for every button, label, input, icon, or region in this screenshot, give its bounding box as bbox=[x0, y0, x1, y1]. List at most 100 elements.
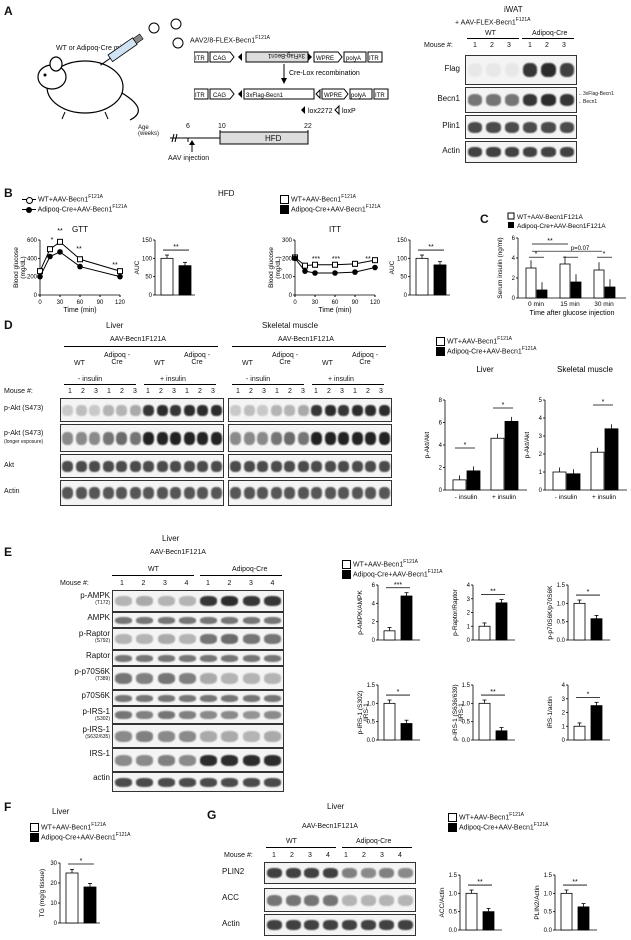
band bbox=[365, 431, 377, 445]
e-mouse-label: Mouse #: bbox=[60, 580, 89, 587]
tick-10: 10 bbox=[218, 123, 226, 130]
bar-cre bbox=[590, 705, 603, 741]
band bbox=[559, 94, 575, 106]
becn-annot: ←Becn1 bbox=[578, 99, 598, 105]
band bbox=[263, 596, 281, 606]
band bbox=[89, 487, 101, 499]
g-mouse-label: Mouse #: bbox=[224, 852, 253, 859]
band bbox=[285, 868, 301, 878]
y-tick-label: 50 bbox=[400, 275, 407, 281]
band bbox=[270, 487, 282, 499]
sig-star: *** bbox=[312, 256, 320, 263]
g-blot-strip bbox=[264, 862, 416, 884]
vector-name: AAV2/8-FLEX-Becn1F121A bbox=[190, 35, 270, 45]
band bbox=[183, 460, 195, 472]
sig-star: ** bbox=[477, 879, 483, 886]
band bbox=[221, 616, 239, 624]
y-axis-label: IRS-1/actin bbox=[547, 696, 554, 729]
band bbox=[157, 694, 175, 702]
d-group-wt: WT bbox=[242, 360, 253, 367]
y-tick-label: 4 bbox=[439, 443, 443, 449]
mouse-number: 1 bbox=[146, 388, 150, 395]
mouse-number: 3 bbox=[262, 388, 266, 395]
band bbox=[200, 730, 218, 742]
y-axis-label: Blood glucose bbox=[268, 247, 275, 288]
y-tick-label: 10 bbox=[50, 901, 57, 907]
mouse-number: 4 bbox=[326, 852, 330, 859]
y-axis-label: AUC bbox=[389, 260, 396, 274]
band bbox=[504, 147, 520, 157]
svg-text:ITR: ITR bbox=[375, 93, 385, 99]
e-row-label: p-p70S6K bbox=[74, 667, 110, 676]
band bbox=[115, 634, 133, 644]
mice-label: WT or Adipoq-Cre mice bbox=[56, 45, 129, 52]
band bbox=[486, 63, 501, 77]
x-tick-label: 30 min bbox=[594, 301, 614, 308]
x-tick-label: - insulin bbox=[455, 494, 478, 501]
band bbox=[178, 616, 196, 624]
iwat-group-wt: WT bbox=[485, 30, 496, 37]
y-tick-label: 1.0 bbox=[367, 701, 376, 707]
sig-star: * bbox=[535, 251, 538, 258]
y-tick-label: 0.5 bbox=[544, 910, 553, 916]
band bbox=[200, 711, 218, 719]
band bbox=[263, 730, 281, 742]
bar bbox=[570, 281, 582, 299]
y-tick-label: 0 bbox=[467, 638, 471, 644]
band bbox=[365, 487, 377, 499]
band bbox=[270, 404, 282, 416]
mouse-number: 2 bbox=[159, 388, 163, 395]
panel-d-charts: Liver 0 2 4 6 8 p-Akt/Akt - insulin + insulin * * S… bbox=[424, 365, 627, 501]
band bbox=[522, 63, 538, 77]
band bbox=[156, 404, 168, 416]
mouse-illustration bbox=[37, 18, 184, 121]
d-group-cre: Adipoq -Cre bbox=[271, 352, 299, 366]
bar-wt bbox=[383, 702, 396, 741]
bar-cre bbox=[590, 618, 603, 641]
svg-text:3xFlag-Becn1: 3xFlag-Becn1 bbox=[246, 93, 284, 99]
e-row-label: Raptor bbox=[85, 651, 110, 660]
band bbox=[263, 777, 281, 787]
d-blot-strip bbox=[60, 398, 224, 422]
y-axis-label: p-AMPK/AMPK bbox=[357, 590, 364, 635]
g-row-label: ACC bbox=[222, 893, 239, 902]
d-blot-strip bbox=[228, 424, 392, 452]
mouse-number: 4 bbox=[398, 852, 402, 859]
y-axis-label: p-p70S6K/p70S6K bbox=[547, 585, 554, 640]
mouse-number: 2 bbox=[366, 388, 370, 395]
band bbox=[243, 460, 255, 472]
band bbox=[257, 404, 269, 416]
band bbox=[129, 487, 141, 499]
mouse-number: 1 bbox=[68, 388, 72, 395]
band bbox=[379, 920, 395, 930]
panel-label-c: C bbox=[480, 212, 489, 226]
d-group-cre: Adipoq -Cre bbox=[103, 352, 131, 366]
y-tick-label: 0.0 bbox=[544, 928, 553, 934]
y-axis-label: /IRS-1 bbox=[363, 703, 370, 722]
x-tick-label: 30 bbox=[312, 300, 319, 306]
mouse-number: 1 bbox=[185, 388, 189, 395]
band bbox=[143, 431, 155, 445]
mouse-number: 1 bbox=[344, 852, 348, 859]
mouse-number: 2 bbox=[81, 388, 85, 395]
band bbox=[324, 431, 336, 445]
y-tick-label: 200 bbox=[282, 256, 293, 262]
data-point bbox=[352, 260, 358, 267]
data-point bbox=[312, 261, 318, 268]
panel-b-title: HFD bbox=[218, 189, 235, 198]
band bbox=[200, 616, 218, 624]
band bbox=[230, 487, 242, 499]
band bbox=[89, 460, 101, 472]
band bbox=[178, 634, 196, 644]
band bbox=[221, 730, 239, 742]
d-aav-label: AAV-Becn1F121A bbox=[110, 336, 166, 343]
band bbox=[559, 121, 575, 133]
p-value: p=0.07 bbox=[571, 246, 590, 252]
y-axis-label: p-IRS-1 (S636/639) bbox=[452, 684, 459, 740]
band bbox=[157, 654, 175, 662]
mouse-number: 1 bbox=[236, 388, 240, 395]
d-minus-insulin: - insulin bbox=[246, 376, 271, 383]
panel-label-f: F bbox=[4, 800, 12, 814]
y-tick-label: 0 bbox=[289, 293, 293, 299]
